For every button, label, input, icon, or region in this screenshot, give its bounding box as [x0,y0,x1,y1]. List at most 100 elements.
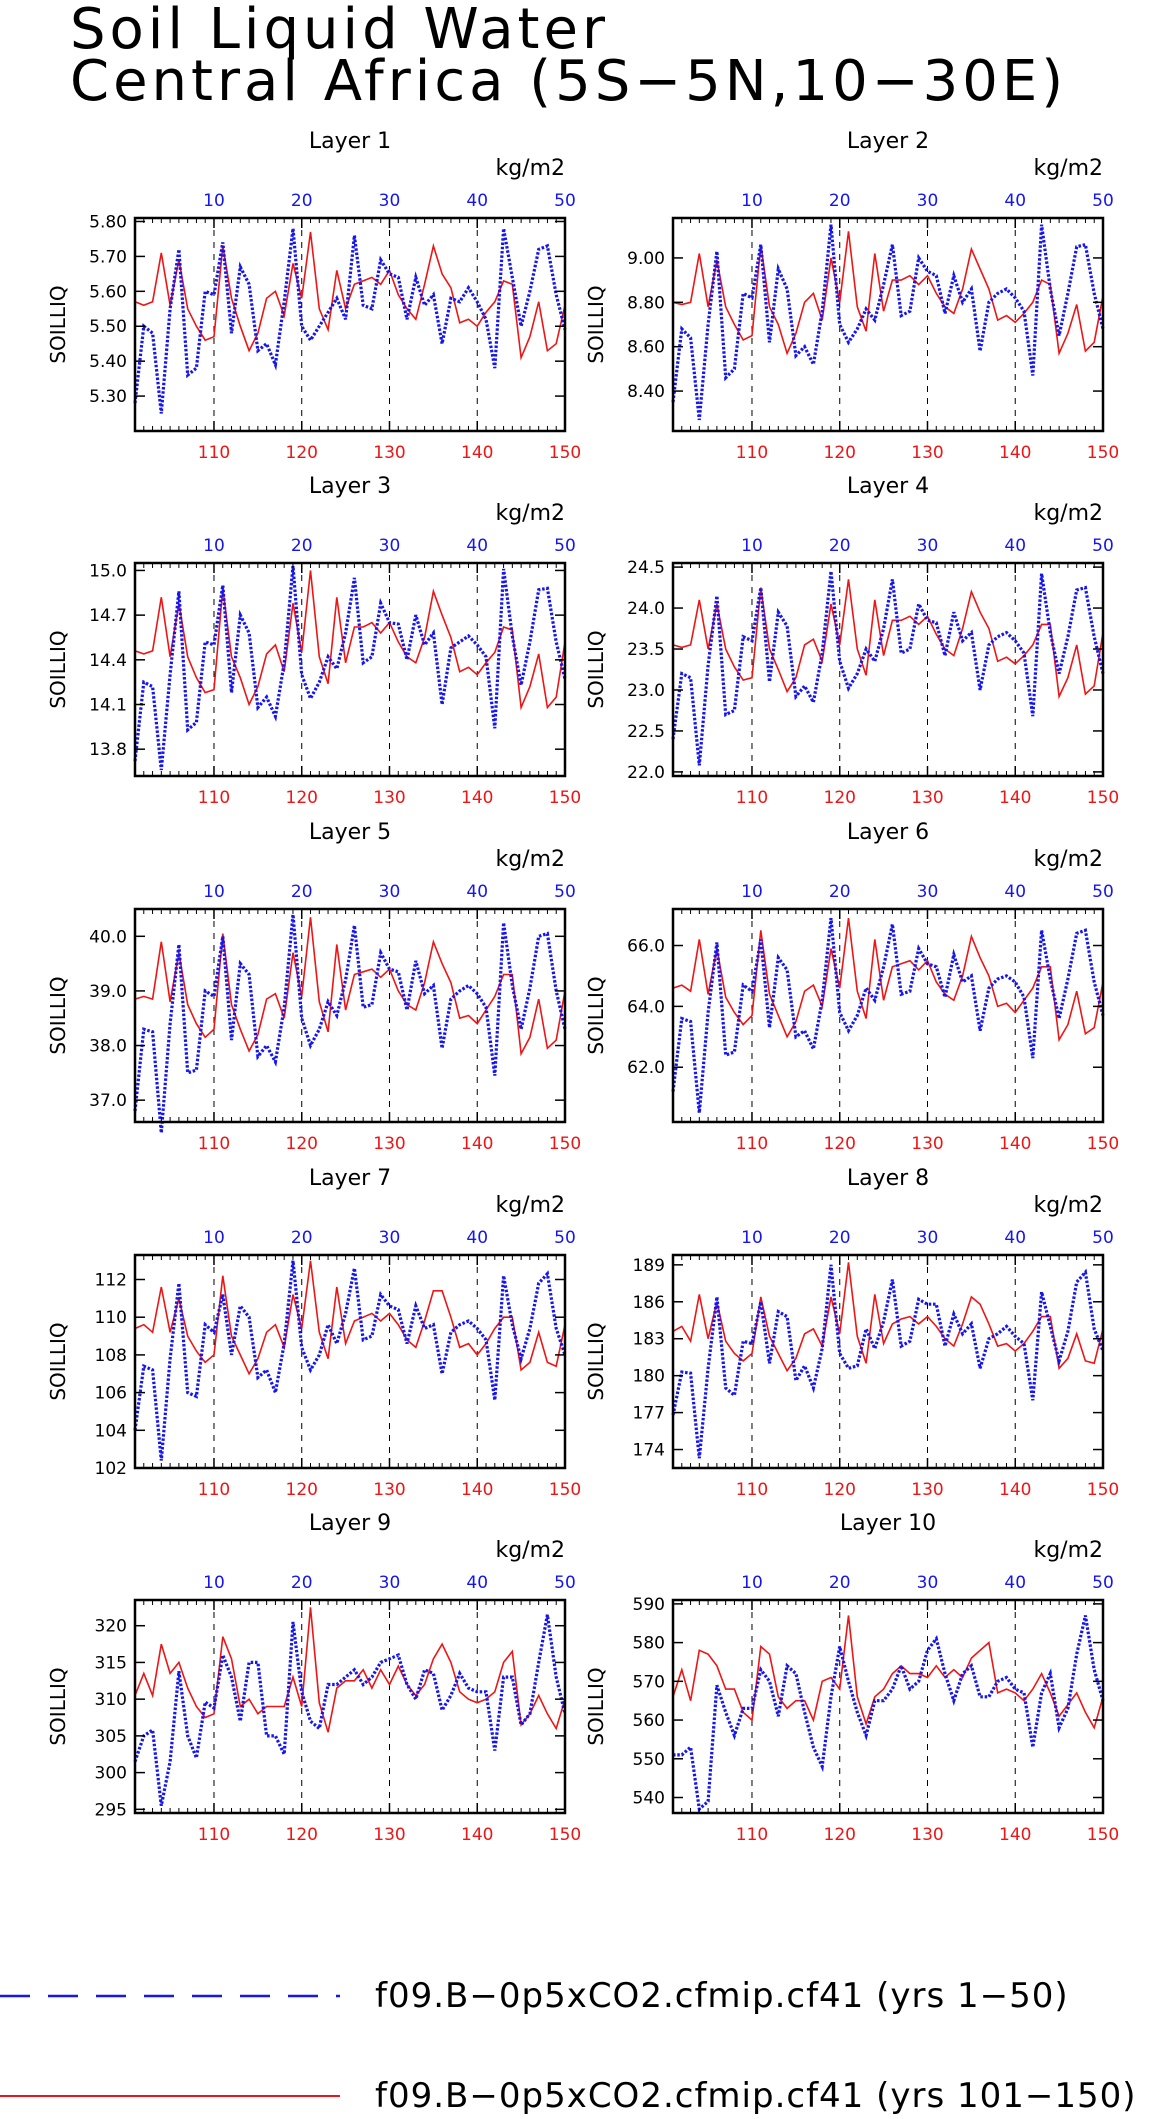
x-tick-label-bottom: 140 [999,1480,1031,1500]
y-tick-label: 112 [95,1271,127,1291]
x-tick-label-top: 30 [917,1228,939,1248]
x-tick-label-top: 50 [554,191,576,211]
series-line-yrs-101-150 [672,231,1104,357]
x-tick-label-bottom: 110 [736,1825,768,1845]
x-tick-label-bottom: 130 [911,788,943,808]
x-tick-label-top: 30 [917,1573,939,1593]
plot-frame [671,561,1105,778]
x-tick-label-top: 50 [554,536,576,556]
plot-frame [671,1253,1105,1470]
y-tick-label: 108 [95,1346,127,1366]
units-label: kg/m2 [1033,847,1103,872]
x-tick-label-bottom: 130 [911,1480,943,1500]
y-tick-label: 177 [633,1404,665,1424]
panel-title: Layer 1 [309,129,391,154]
y-tick-label: 180 [633,1367,665,1387]
series-line-yrs-101-150 [672,1262,1104,1373]
x-tick-label-top: 50 [1092,536,1114,556]
y-tick-label: 62.0 [627,1058,665,1078]
x-tick-label-top: 30 [917,191,939,211]
x-tick-label-top: 50 [1092,1573,1114,1593]
x-tick-label-bottom: 150 [1087,443,1119,463]
x-tick-label-top: 40 [1004,191,1026,211]
y-tick-label: 540 [633,1789,665,1809]
units-label: kg/m2 [495,156,565,181]
y-tick-label: 580 [633,1634,665,1654]
y-tick-label: 14.4 [89,651,127,671]
panel-title: Layer 2 [847,129,929,154]
x-tick-label-bottom: 110 [198,443,230,463]
x-tick-label-top: 10 [203,882,225,902]
y-tick-label: 310 [95,1690,127,1710]
panel-layer-9: Layer 9 kg/m2 SOILLIQ 110 120 130 140 150 10 20 30… [46,1511,581,1845]
x-tick-label-top: 40 [1004,1228,1026,1248]
x-tick-label-top: 30 [379,191,401,211]
y-axis-label: SOILLIQ [46,1322,70,1400]
x-tick-label-bottom: 150 [549,1134,581,1154]
y-tick-label: 8.60 [627,338,665,358]
x-tick-label-top: 10 [741,882,763,902]
y-axis-label: SOILLIQ [46,1667,70,1745]
units-label: kg/m2 [1033,1538,1103,1563]
x-tick-label-bottom: 120 [286,1134,318,1154]
panel-title: Layer 4 [847,474,929,499]
series-line-yrs-1-50 [671,1264,1105,1459]
y-tick-label: 14.1 [89,696,127,716]
y-tick-label: 66.0 [627,937,665,957]
y-tick-label: 560 [633,1711,665,1731]
x-tick-label-top: 20 [829,191,851,211]
panel-layer-10: Layer 10 kg/m2 SOILLIQ 110 120 130 140 150 10 20 3… [584,1511,1119,1845]
y-tick-label: 110 [95,1308,127,1328]
chart-title-line2: Central Africa (5S−5N,10−30E) [70,49,1068,114]
x-tick-label-bottom: 150 [1087,1480,1119,1500]
plot-frame [133,1253,567,1470]
x-tick-label-top: 50 [554,882,576,902]
x-tick-label-bottom: 130 [911,1825,943,1845]
panel-layer-8: Layer 8 kg/m2 SOILLIQ 110 120 130 140 150 10 20 30… [584,1166,1119,1500]
y-tick-label: 8.40 [627,382,665,402]
series-line-yrs-101-150 [134,1607,566,1733]
x-tick-label-bottom: 140 [999,443,1031,463]
series-line-yrs-101-150 [672,1615,1104,1730]
plot-frame [671,216,1105,433]
x-tick-label-bottom: 150 [549,1825,581,1845]
x-tick-label-top: 20 [829,1228,851,1248]
x-tick-label-top: 50 [554,1228,576,1248]
x-tick-label-top: 20 [291,882,313,902]
plot-frame [671,1598,1105,1815]
y-tick-label: 183 [633,1330,665,1350]
y-tick-label: 39.0 [89,982,127,1002]
panel-title: Layer 5 [309,820,391,845]
x-tick-label-bottom: 120 [286,788,318,808]
x-tick-label-bottom: 120 [286,443,318,463]
x-tick-label-top: 40 [466,191,488,211]
x-tick-label-top: 40 [466,536,488,556]
y-tick-label: 315 [95,1653,127,1673]
y-axis-label: SOILLIQ [584,976,608,1054]
y-tick-label: 14.7 [89,606,127,626]
units-label: kg/m2 [495,1538,565,1563]
y-tick-label: 9.00 [627,249,665,269]
x-tick-label-top: 30 [379,1228,401,1248]
x-tick-label-top: 30 [379,882,401,902]
x-tick-label-bottom: 120 [286,1480,318,1500]
x-tick-label-bottom: 140 [461,1134,493,1154]
y-tick-label: 22.5 [627,722,665,742]
y-tick-label: 5.60 [89,282,127,302]
y-tick-label: 5.70 [89,247,127,267]
x-tick-label-top: 30 [917,882,939,902]
y-tick-label: 5.50 [89,317,127,337]
y-axis-label: SOILLIQ [584,1667,608,1745]
series-line-yrs-1-50 [133,1260,567,1461]
x-tick-label-bottom: 120 [824,1134,856,1154]
y-tick-label: 320 [95,1617,127,1637]
panel-title: Layer 6 [847,820,929,845]
y-axis-label: SOILLIQ [584,630,608,708]
x-tick-label-bottom: 150 [1087,1825,1119,1845]
y-tick-label: 23.0 [627,681,665,701]
y-tick-label: 23.5 [627,640,665,660]
x-tick-label-bottom: 150 [549,1480,581,1500]
plot-frame [133,216,567,433]
series-line-yrs-1-50 [671,571,1105,766]
